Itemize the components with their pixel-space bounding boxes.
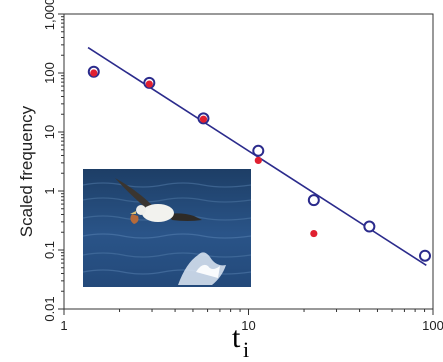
albatross-beak	[130, 211, 136, 214]
y-tick-label: 1	[42, 187, 57, 194]
albatross-right-wing	[168, 213, 202, 221]
filled-circle-point	[310, 229, 318, 238]
x-tick-label: 100	[422, 318, 443, 333]
y-tick-label: 1,000	[42, 0, 57, 30]
albatross-left-wing	[115, 178, 173, 219]
prey-in-beak	[130, 214, 139, 224]
splash-foam	[196, 264, 220, 278]
open-circle-point	[252, 144, 265, 157]
open-circle-point	[307, 194, 320, 207]
inset-photo	[82, 169, 252, 287]
open-circle-point	[419, 249, 432, 262]
x-axis-label: t	[232, 321, 241, 354]
data-points	[87, 65, 432, 262]
filled-circle-point	[145, 80, 153, 88]
x-axis-label-subscript: i	[243, 337, 249, 362]
albatross-body	[142, 204, 174, 222]
y-tick-label: 100	[42, 62, 57, 84]
y-tick-label: 0.01	[42, 296, 57, 321]
y-tick-label: 0.1	[42, 241, 57, 259]
filled-circle-point	[199, 115, 208, 123]
x-tick-label: 10	[241, 318, 255, 333]
wave-streak-4	[82, 252, 252, 258]
y-axis-label: Scaled frequency	[17, 105, 36, 237]
wave-streak-3	[82, 233, 252, 239]
y-tick-label: 10	[42, 125, 57, 139]
wave-streak-0	[82, 182, 252, 188]
plot-frame	[63, 13, 434, 310]
filled-circle-point	[90, 69, 98, 77]
wave-streak-1	[82, 197, 252, 203]
x-tick-label: 1	[60, 318, 67, 333]
filled-circle-point	[254, 156, 262, 165]
tick-labels: 1 10 100 0.01 0.1 1 10 100 1,000	[42, 0, 443, 333]
albatross-head	[136, 205, 146, 215]
open-circle-point	[363, 220, 376, 233]
